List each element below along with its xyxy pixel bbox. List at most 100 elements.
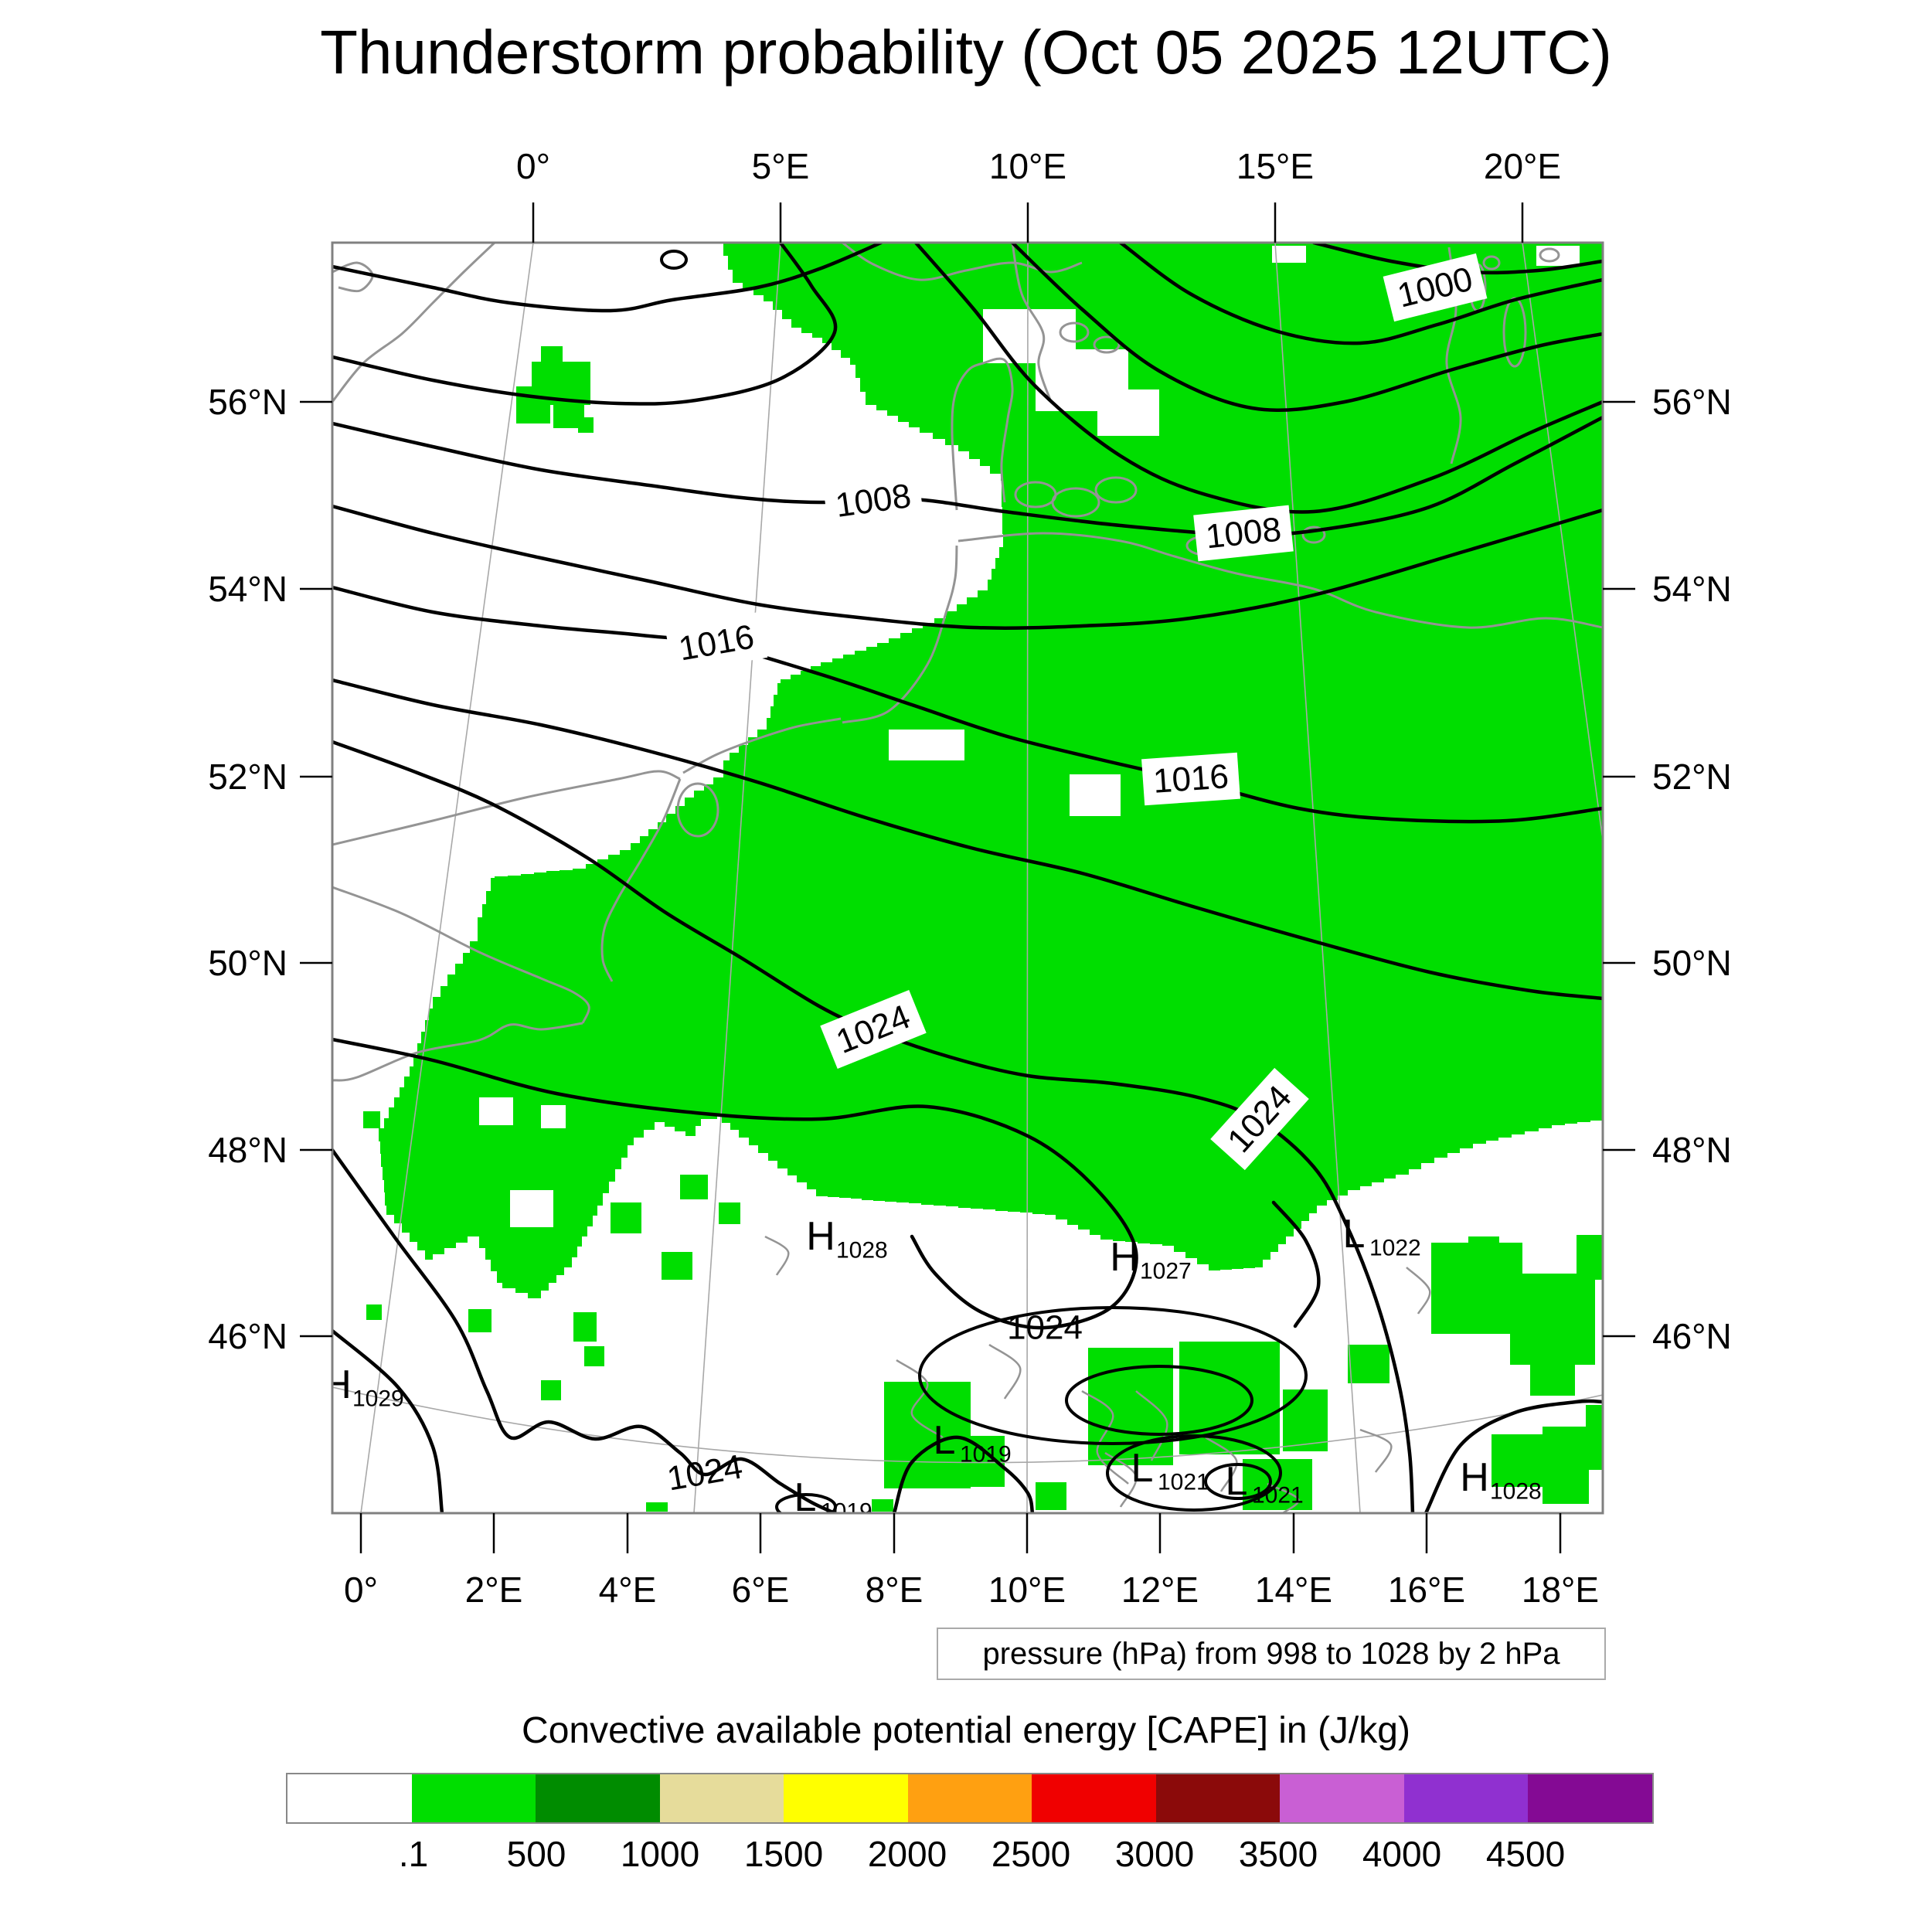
graticule-meridian	[1026, 243, 1029, 1513]
coastline	[600, 778, 682, 982]
top-axis-tick-label: 10°E	[988, 146, 1067, 186]
cape-hole	[479, 1097, 513, 1125]
cape-patch	[872, 1499, 893, 1512]
isobar	[332, 740, 1415, 1513]
top-axis-tick-label: 5°E	[751, 146, 810, 186]
legend-tick-label: .1	[398, 1834, 429, 1874]
cape-patch	[1036, 1482, 1066, 1510]
legend-color-cell-6	[1032, 1774, 1156, 1822]
cape-patch	[1586, 1405, 1603, 1470]
left-axis-tick-label: 52°N	[208, 757, 287, 797]
island-outline	[1051, 487, 1100, 518]
contour-label: 1008	[822, 471, 924, 531]
isobar-closed	[918, 1306, 1308, 1445]
graticule-parallel	[332, 1386, 1603, 1464]
svg-text:H: H	[806, 1214, 835, 1259]
island-outline	[676, 782, 719, 838]
pressure-center: L 1019	[794, 1475, 872, 1520]
cape-patch	[719, 1202, 740, 1224]
right-axis-tick-label: 52°N	[1652, 757, 1732, 797]
svg-text:H: H	[1460, 1455, 1489, 1500]
cape-patch	[680, 1175, 708, 1199]
coastline	[332, 243, 496, 403]
isobar	[332, 585, 1603, 824]
island-outline	[1482, 255, 1501, 270]
cape-hole	[510, 1190, 553, 1227]
cape-patch	[541, 346, 563, 363]
cape-patch	[1510, 1274, 1595, 1365]
svg-text:1021: 1021	[1158, 1470, 1209, 1495]
top-axis-tick-label: 0°	[516, 146, 550, 186]
svg-text:L: L	[794, 1475, 817, 1520]
isobar	[332, 415, 1603, 537]
pressure-center: H 1028	[806, 1214, 888, 1264]
graticule-meridian	[693, 243, 781, 1513]
cape-patch	[646, 1502, 668, 1512]
terrain-border	[1406, 1267, 1431, 1315]
terrain-border	[764, 1235, 790, 1276]
legend-title: Convective available potential energy [C…	[522, 1710, 1410, 1751]
right-axis-tick-label: 56°N	[1652, 382, 1732, 422]
legend-tick-label: 2000	[867, 1834, 947, 1874]
cape-patch	[363, 1111, 380, 1128]
cape-patch	[468, 1309, 492, 1332]
coastline	[332, 770, 681, 846]
island-outline	[1539, 247, 1560, 263]
cape-patch	[1492, 1434, 1552, 1487]
left-axis-tick-label: 48°N	[208, 1130, 287, 1170]
cape-patch	[1283, 1389, 1328, 1451]
cape-hole	[835, 1207, 866, 1241]
isobar	[332, 243, 838, 406]
pressure-center: H 1027	[1110, 1235, 1192, 1284]
cape-hole	[1070, 774, 1121, 816]
legend-tick-label: 2500	[991, 1834, 1071, 1874]
legend-color-cell-2	[536, 1774, 660, 1822]
cape-patch	[516, 386, 550, 423]
isobar	[332, 1037, 1138, 1330]
terrain-border	[1205, 1436, 1238, 1492]
pressure-center: L 1021	[1226, 1459, 1304, 1509]
cape-patch	[1577, 1235, 1603, 1280]
svg-text:1029: 1029	[352, 1386, 404, 1412]
isobar	[332, 1328, 444, 1513]
island-outline	[1094, 476, 1138, 504]
cape-patch	[662, 1252, 692, 1280]
svg-text:L: L	[934, 1418, 956, 1463]
island-outline	[1301, 526, 1326, 544]
isobar-closed	[775, 1493, 837, 1513]
svg-text:1016: 1016	[1151, 757, 1230, 801]
bottom-axis-tick-label: 8°E	[865, 1570, 923, 1610]
svg-text:1022: 1022	[1369, 1236, 1421, 1261]
svg-text:1028: 1028	[836, 1238, 888, 1264]
island-outline	[1059, 321, 1090, 343]
coastline	[951, 357, 1014, 511]
legend-color-cell-9	[1403, 1774, 1529, 1822]
legend-tick-label: 4000	[1362, 1834, 1442, 1874]
legend-color-cell-3	[659, 1774, 784, 1822]
left-axis-tick-label: 56°N	[208, 382, 287, 422]
bottom-axis-tick-label: 10°E	[988, 1570, 1066, 1610]
svg-text:H: H	[1110, 1235, 1139, 1280]
cape-patch	[573, 1312, 597, 1342]
isobar	[913, 243, 1603, 514]
island-outline	[1093, 335, 1121, 354]
coastline	[842, 243, 1083, 281]
pressure-center: L 1019	[934, 1418, 1012, 1468]
top-axis-tick-label: 20°E	[1483, 146, 1562, 186]
svg-text:1021: 1021	[1252, 1483, 1304, 1509]
coastline	[1011, 243, 1053, 403]
legend-tick-label: 500	[506, 1834, 566, 1874]
coastline	[957, 532, 1603, 629]
cape-patch	[541, 1380, 561, 1400]
isobar	[1271, 1200, 1321, 1328]
legend-color-cell-0	[287, 1774, 412, 1822]
cape-region-main	[478, 243, 1603, 1270]
bottom-axis-tick-label: 4°E	[598, 1570, 657, 1610]
legend-color-cell-7	[1155, 1774, 1281, 1822]
right-axis-tick-label: 54°N	[1652, 569, 1732, 609]
cape-patch	[366, 1304, 382, 1320]
coastline	[332, 886, 590, 1024]
isobar-closed	[1106, 1434, 1282, 1512]
svg-text:1008: 1008	[1204, 511, 1283, 556]
